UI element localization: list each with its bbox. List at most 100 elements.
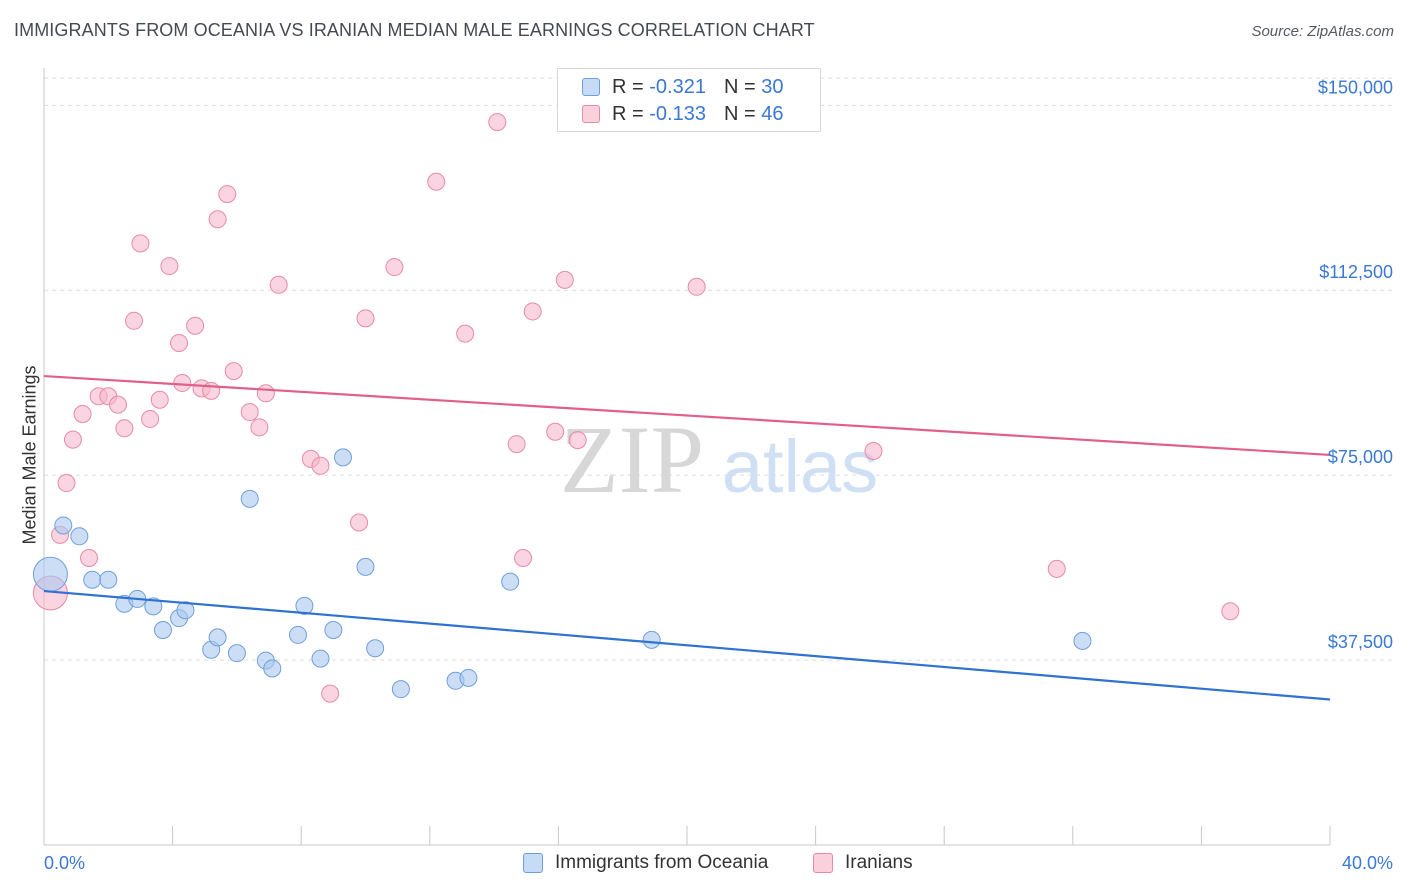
y-axis-label: Median Male Earnings <box>19 365 40 545</box>
legend-swatch-pink <box>813 853 833 873</box>
data-point-oceania <box>70 527 89 546</box>
y-tick-label: $75,000 <box>1328 447 1393 467</box>
legend-label-iranians: Iranians <box>845 852 913 873</box>
data-point-oceania <box>391 680 410 699</box>
chart-title: IMMIGRANTS FROM OCEANIA VS IRANIAN MEDIA… <box>14 20 815 40</box>
data-point-oceania <box>240 489 259 508</box>
r-value: -0.133 <box>649 102 706 125</box>
data-point-oceania <box>311 649 330 668</box>
data-point-iranians <box>356 309 375 328</box>
gridlines <box>44 77 1394 661</box>
source-credit: Source: ZipAtlas.com <box>1251 23 1394 40</box>
data-point-iranians <box>186 316 205 335</box>
data-point-iranians <box>514 549 533 568</box>
trend-line-iranians <box>43 374 1331 457</box>
data-point-iranians <box>555 270 574 289</box>
data-point-oceania <box>227 644 246 663</box>
data-point-iranians <box>321 684 340 703</box>
data-point-iranians <box>427 172 446 191</box>
data-point-iranians <box>131 234 150 253</box>
data-point-iranians <box>456 324 475 343</box>
data-point-iranians <box>250 418 269 437</box>
data-point-iranians <box>488 113 507 132</box>
data-point-iranians <box>568 431 587 450</box>
n-value: 46 <box>761 102 784 125</box>
legend-item-iranians[interactable]: Iranians <box>813 852 913 874</box>
data-point-iranians <box>1047 559 1066 578</box>
data-point-oceania <box>153 620 172 639</box>
data-point-oceania <box>459 668 478 687</box>
data-point-iranians <box>864 441 883 460</box>
data-point-iranians <box>73 405 92 424</box>
data-point-iranians <box>173 373 192 392</box>
axes <box>43 68 1331 846</box>
trend-line-oceania <box>43 589 1331 701</box>
legend-item-oceania[interactable]: Immigrants from Oceania <box>523 852 768 874</box>
data-point-oceania <box>99 570 118 589</box>
n-label: N = <box>723 75 756 98</box>
trend-lines <box>43 374 1331 701</box>
data-point-oceania <box>54 516 73 535</box>
data-point-iranians <box>1221 602 1240 621</box>
data-point-iranians <box>523 302 542 321</box>
data-point-oceania <box>263 659 282 678</box>
legend-label-oceania: Immigrants from Oceania <box>555 852 769 873</box>
data-point-iranians <box>546 422 565 441</box>
legend-swatch-pink <box>582 105 600 123</box>
legend-row-iranians: R = -0.133 N = 46 <box>582 101 783 127</box>
data-point-oceania <box>366 639 385 658</box>
r-label: R = <box>612 75 644 98</box>
data-point-iranians <box>160 257 179 276</box>
legend-swatch-blue <box>523 853 543 873</box>
tick-labels: $37,500 $75,000 $112,500 $150,000 0.0% 40.0% <box>44 77 1393 873</box>
data-point-oceania <box>501 572 520 591</box>
data-point-iranians <box>57 474 76 493</box>
data-point-iranians <box>507 435 526 454</box>
data-point-oceania <box>32 556 68 592</box>
y-tick-label: $150,000 <box>1318 77 1393 97</box>
data-point-iranians <box>218 185 237 204</box>
data-point-oceania <box>208 628 227 647</box>
data-point-iranians <box>687 277 706 296</box>
data-point-iranians <box>269 275 288 294</box>
legend-swatch-blue <box>582 78 600 96</box>
n-label: N = <box>723 102 756 125</box>
n-value: 30 <box>761 75 784 98</box>
x-tick-label: 0.0% <box>44 853 85 873</box>
data-point-oceania <box>333 448 352 467</box>
data-point-iranians <box>350 513 369 532</box>
data-point-iranians <box>63 430 82 449</box>
x-tick-label: 40.0% <box>1342 853 1393 873</box>
correlation-legend: R = -0.321 N = 30 R = -0.133 N = 46 <box>557 68 821 132</box>
data-point-iranians <box>115 419 134 438</box>
data-point-oceania <box>642 630 661 649</box>
data-point-iranians <box>170 333 189 352</box>
data-point-iranians <box>208 210 227 229</box>
data-point-iranians <box>150 390 169 409</box>
watermark-atlas: atlas <box>722 425 878 508</box>
data-point-oceania <box>1073 631 1092 650</box>
data-point-iranians <box>125 311 144 330</box>
data-point-iranians <box>311 456 330 475</box>
data-point-iranians <box>256 384 275 403</box>
data-point-oceania <box>144 597 163 616</box>
watermark-zip: ZIP <box>560 406 704 513</box>
data-point-iranians <box>108 395 127 414</box>
data-point-oceania <box>288 625 307 644</box>
series-legend: Immigrants from Oceania Iranians <box>0 852 1406 878</box>
r-value: -0.321 <box>649 75 706 98</box>
data-point-oceania <box>356 557 375 576</box>
data-point-iranians <box>240 403 259 422</box>
y-tick-label: $112,500 <box>1319 262 1393 282</box>
data-point-oceania <box>83 570 102 589</box>
watermark: ZIP atlas <box>560 406 878 513</box>
data-point-iranians <box>80 549 99 568</box>
data-point-iranians <box>141 409 160 428</box>
legend-row-oceania: R = -0.321 N = 30 <box>582 74 783 100</box>
data-point-iranians <box>385 258 404 277</box>
data-point-oceania <box>295 596 314 615</box>
data-point-iranians <box>224 362 243 381</box>
data-point-oceania <box>176 601 195 620</box>
data-point-oceania <box>324 620 343 639</box>
